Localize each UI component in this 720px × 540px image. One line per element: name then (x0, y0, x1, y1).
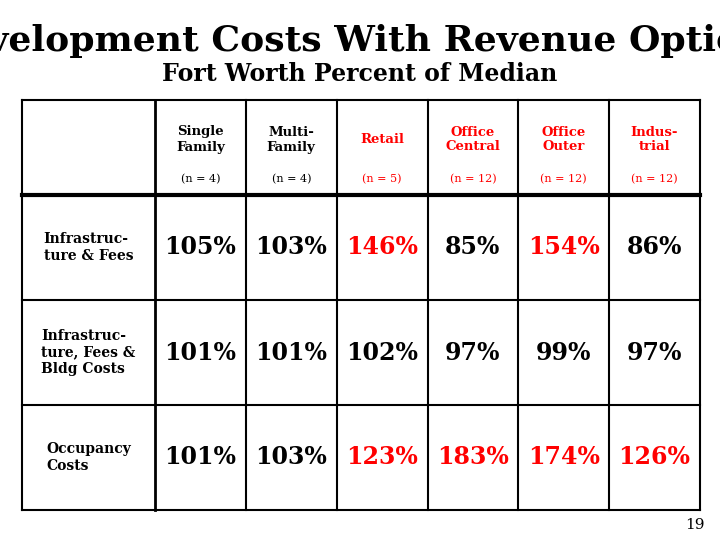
Text: 86%: 86% (627, 235, 683, 260)
Text: 101%: 101% (256, 341, 328, 364)
Text: 101%: 101% (164, 446, 236, 469)
Text: 105%: 105% (164, 235, 236, 260)
Text: Development Costs With Revenue Options: Development Costs With Revenue Options (0, 24, 720, 58)
Text: 103%: 103% (256, 235, 327, 260)
Text: (n = 5): (n = 5) (362, 174, 402, 185)
Text: Infrastruc-
ture, Fees &
Bldg Costs: Infrastruc- ture, Fees & Bldg Costs (41, 329, 135, 376)
Text: 123%: 123% (346, 446, 418, 469)
Text: 183%: 183% (437, 446, 509, 469)
Text: Single
Family: Single Family (176, 125, 225, 153)
Text: Indus-
trial: Indus- trial (631, 125, 678, 153)
Text: 154%: 154% (528, 235, 600, 260)
Text: Occupancy
Costs: Occupancy Costs (46, 442, 131, 472)
Text: 101%: 101% (164, 341, 236, 364)
Text: 19: 19 (685, 518, 705, 532)
Text: (n = 12): (n = 12) (631, 174, 678, 185)
Text: 97%: 97% (627, 341, 683, 364)
Text: Multi-
Family: Multi- Family (267, 125, 315, 153)
Text: (n = 4): (n = 4) (271, 174, 311, 185)
Text: 97%: 97% (445, 341, 500, 364)
Text: (n = 12): (n = 12) (449, 174, 496, 185)
Text: 85%: 85% (445, 235, 500, 260)
Text: (n = 12): (n = 12) (541, 174, 587, 185)
Text: Retail: Retail (360, 133, 404, 146)
Text: Fort Worth Percent of Median: Fort Worth Percent of Median (163, 62, 557, 86)
Text: 102%: 102% (346, 341, 418, 364)
Text: Office
Central: Office Central (446, 125, 500, 153)
Text: 126%: 126% (618, 446, 690, 469)
Text: (n = 4): (n = 4) (181, 174, 220, 185)
Text: 146%: 146% (346, 235, 418, 260)
Text: 99%: 99% (536, 341, 592, 364)
Text: Infrastruc-
ture & Fees: Infrastruc- ture & Fees (44, 232, 133, 262)
Text: 174%: 174% (528, 446, 600, 469)
Text: 103%: 103% (256, 446, 327, 469)
Text: Office
Outer: Office Outer (541, 125, 586, 153)
